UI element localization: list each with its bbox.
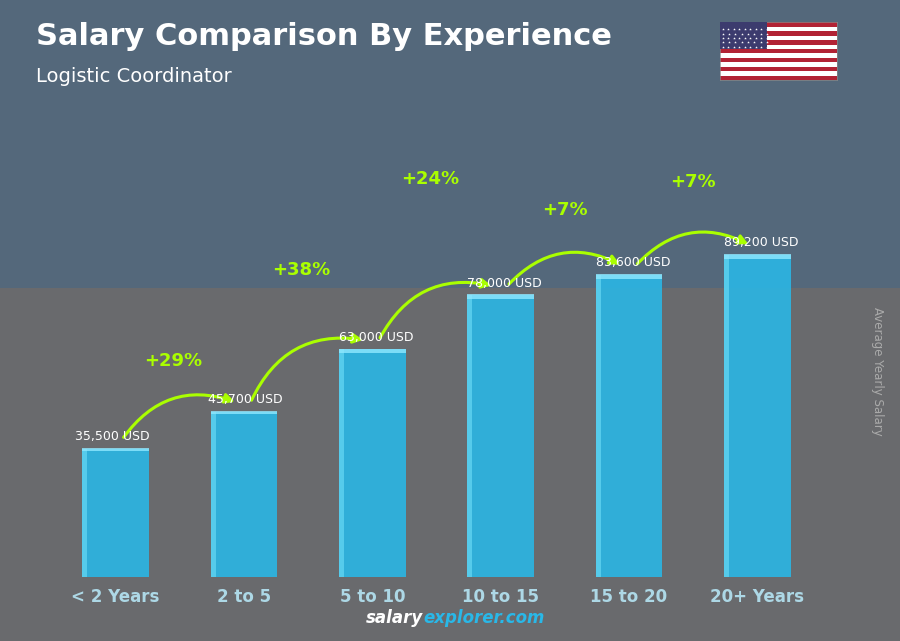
Bar (720, 62, 837, 67)
Bar (467, 295, 472, 577)
Text: 63,000 USD: 63,000 USD (339, 331, 413, 344)
Bar (720, 27, 837, 31)
Text: +24%: +24% (401, 171, 459, 188)
Bar (720, 67, 837, 71)
Bar (82, 449, 149, 577)
Bar (720, 22, 767, 49)
Bar (720, 49, 837, 53)
Bar (0, 0, 900, 288)
Bar (82, 449, 87, 577)
Text: +7%: +7% (670, 173, 716, 192)
Bar (467, 294, 534, 299)
Bar (720, 71, 837, 76)
Bar (720, 40, 837, 45)
Bar (596, 275, 601, 577)
Text: 83,600 USD: 83,600 USD (596, 256, 670, 269)
Bar (720, 76, 837, 80)
Bar (720, 58, 837, 62)
Bar (724, 254, 791, 577)
Bar (211, 412, 277, 414)
Bar (720, 53, 837, 58)
Bar (724, 254, 791, 260)
Text: Logistic Coordinator: Logistic Coordinator (36, 67, 232, 87)
Bar (82, 448, 149, 451)
Bar (720, 36, 837, 40)
Text: 78,000 USD: 78,000 USD (467, 277, 542, 290)
Text: 45,700 USD: 45,700 USD (208, 394, 283, 406)
Text: salary: salary (365, 609, 423, 627)
Text: explorer.com: explorer.com (423, 609, 544, 627)
Bar (339, 349, 344, 577)
Bar (211, 412, 277, 577)
Bar (720, 45, 837, 49)
Text: 35,500 USD: 35,500 USD (75, 430, 149, 443)
Text: +29%: +29% (144, 352, 202, 370)
Bar (339, 349, 406, 577)
Bar (0, 288, 900, 641)
Bar (724, 254, 729, 577)
Bar (467, 295, 534, 577)
Bar (596, 274, 662, 279)
Bar (720, 22, 837, 27)
Bar (339, 349, 406, 353)
Bar (211, 412, 216, 577)
Bar (596, 275, 662, 577)
Text: 89,200 USD: 89,200 USD (724, 237, 798, 249)
Text: +38%: +38% (273, 261, 331, 279)
Text: +7%: +7% (542, 201, 588, 219)
Text: Average Yearly Salary: Average Yearly Salary (871, 308, 884, 436)
Bar (720, 31, 837, 36)
Text: Salary Comparison By Experience: Salary Comparison By Experience (36, 22, 612, 51)
